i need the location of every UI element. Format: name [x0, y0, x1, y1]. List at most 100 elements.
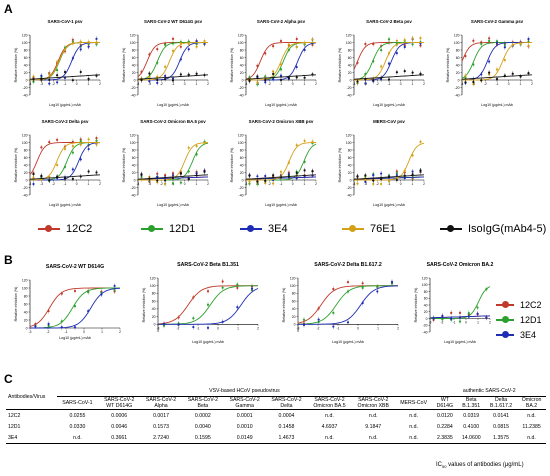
table-cell: 0.2284	[436, 423, 453, 430]
ic50-table: Antibodies/Virus VSV-based HCoV pseudovi…	[6, 385, 546, 444]
y-tick-label: 120	[238, 33, 244, 37]
table-cell: 0.3661	[98, 432, 141, 444]
x-tick-label: -3	[364, 182, 367, 186]
chart-title: SARS-CoV-2 Gamma psv	[471, 19, 524, 24]
x-tick-label: 0	[217, 326, 219, 330]
x-tick-label: 1	[477, 321, 479, 325]
y-tick-label: -20	[131, 86, 136, 90]
y-tick-label: 80	[24, 294, 28, 298]
legend-b: 12C2 12D1 3E4	[496, 300, 550, 350]
x-tick-label: 2	[99, 182, 101, 186]
y-axis-label: Relative inhibition (%)	[338, 148, 342, 183]
table-cell: n.d.	[368, 412, 378, 419]
table-row-label: 12D1	[8, 423, 21, 430]
y-axis-label: Relative inhibition (%)	[230, 148, 234, 183]
x-tick-label: -1	[280, 182, 283, 186]
x-axis-label: Log10 (μg/mL) mAb	[265, 103, 297, 107]
y-tick-label: 20	[240, 71, 244, 75]
col-header-line: B.1.351	[462, 403, 481, 409]
col-header-line: Alpha	[154, 403, 168, 409]
y-tick-label: 60	[240, 56, 244, 60]
y-tick-label: 80	[424, 290, 428, 294]
table-group-vsv: VSV-based HCoV pseudovirus	[56, 385, 433, 397]
chart-title: MERS-CoV psv	[373, 119, 405, 124]
table-cell: 4.6937	[321, 423, 338, 430]
table-cell: 0.0004	[278, 412, 295, 419]
x-tick-label: 2	[207, 182, 209, 186]
x-tick-label: -2	[177, 326, 180, 330]
legend-a: 12C2 12D1 3E4 76E1 IsoIgG(mAb4-5)	[0, 222, 550, 236]
y-tick-label: 60	[24, 56, 28, 60]
x-tick-label: -3	[429, 321, 432, 325]
chart-12: SARS-CoV-2 Omicron BA.2-40-2002040608010…	[414, 262, 494, 344]
x-tick-label: 1	[411, 82, 413, 86]
series-line-IsoIgG(mAb4-5)	[137, 74, 209, 80]
table-group-authentic: authentic SARS-CoV-2	[432, 385, 546, 397]
y-tick-label: 60	[24, 156, 28, 160]
table-cell: 0.0815	[493, 423, 510, 430]
table-group-header-row: Antibodies/Virus VSV-based HCoV pseudovi…	[6, 385, 546, 410]
y-tick-label: 40	[24, 163, 28, 167]
y-tick-label: 80	[24, 48, 28, 52]
chart-title: SARS-CoV-2 Delta B1.617.2	[314, 262, 382, 268]
y-tick-label: 60	[348, 56, 352, 60]
col-header-line: Delta	[280, 403, 293, 409]
y-tick-label: 40	[424, 303, 428, 307]
x-axis-label: Log10 (μg/mL) mAb	[59, 336, 91, 340]
col-header-line: SARS-CoV-2	[229, 397, 260, 403]
legend-swatch	[342, 224, 364, 234]
panel-label-c: C	[4, 372, 13, 386]
x-tick-label: -4	[29, 82, 32, 86]
legend-label: 3E4	[520, 330, 537, 340]
y-tick-label: 100	[22, 141, 28, 145]
x-tick-label: -2	[160, 182, 163, 186]
y-tick-label: 100	[150, 284, 156, 288]
legend-item-isoigg: IsoIgG(mAb4-5)	[440, 223, 546, 235]
table-header-row: SARS-CoV-1 SARS-CoV-2 WT D614G SARS-CoV-2 Al…	[6, 396, 546, 410]
table-col-header: SARS-CoV-2 WT D614G	[98, 396, 141, 410]
y-tick-label: 40	[132, 63, 136, 67]
y-tick-label: -20	[347, 86, 352, 90]
x-tick-label: 2	[315, 82, 317, 86]
x-axis-label: Log10 (μg/mL) mAb	[192, 340, 224, 344]
y-tick-label: 120	[346, 33, 352, 37]
series-line-3E4	[158, 288, 259, 325]
legend-item-3e4: 3E4	[496, 330, 536, 340]
y-axis-label: Relative inhibition (%)	[122, 148, 126, 183]
x-tick-label: 0	[400, 182, 402, 186]
legend-label: 12C2	[520, 300, 542, 310]
table-cell: 11.2385	[522, 423, 541, 430]
table-cell: 2.3835	[432, 432, 458, 444]
series-line-IsoIgG(mAb4-5)	[245, 74, 317, 80]
y-tick-label: 60	[292, 299, 296, 303]
x-axis-label: Log10 (μg/mL) mAb	[373, 103, 405, 107]
y-tick-label: 40	[24, 63, 28, 67]
table-row: 3E4 n.d. 0.3661 2.7240 0.1595 0.0149 1.4673 n.d…	[6, 432, 546, 444]
table-cell: 1.4673	[265, 432, 308, 444]
legend-label: IsoIgG(mAb4-5)	[468, 223, 547, 235]
y-tick-label: -40	[455, 93, 460, 97]
y-tick-label: 120	[422, 276, 428, 280]
x-tick-label: 0	[184, 82, 186, 86]
chart-title: SARS-CoV-2 Delta psv	[42, 119, 89, 124]
x-tick-label: 0	[83, 330, 85, 334]
x-tick-label: -2	[317, 326, 320, 330]
series-line-12C2	[137, 42, 208, 78]
y-tick-label: 100	[22, 286, 28, 290]
x-tick-label: 1	[87, 182, 89, 186]
x-tick-label: -4	[245, 82, 248, 86]
col-header-line: Omicron BA.5	[313, 403, 346, 409]
y-tick-label: 80	[240, 148, 244, 152]
y-axis-label: Relative inhibition (%)	[122, 48, 126, 83]
y-tick-label: -20	[131, 186, 136, 190]
x-tick-label: 0	[465, 321, 467, 325]
table-col-header: SARS-CoV-2 Omicron XBB	[351, 396, 395, 410]
col-header-line: B.1.617.2	[489, 403, 513, 409]
x-tick-label: -1	[496, 82, 499, 86]
x-tick-label: 0	[184, 182, 186, 186]
y-tick-label: -20	[423, 324, 428, 328]
x-tick-label: -4	[461, 82, 464, 86]
table-col-header: WT D614G	[432, 396, 458, 410]
